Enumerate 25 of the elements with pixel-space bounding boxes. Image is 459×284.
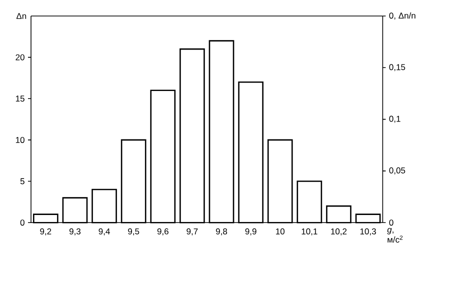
y2-tick-label: 0, xyxy=(389,12,396,20)
y2-axis-title: Δn/n xyxy=(398,12,416,19)
y2-tick-label: 0 xyxy=(389,220,394,226)
y-tick-label: 15 xyxy=(16,96,24,102)
x-tick-label: 10,2 xyxy=(331,228,347,236)
x-tick-label: 9,4 xyxy=(98,228,110,236)
y-tick-label: 0 xyxy=(20,220,24,226)
y2-tick-label: 0,15 xyxy=(389,64,406,72)
x-tick-label: 9,9 xyxy=(245,228,256,236)
x-tick-label: 9,5 xyxy=(128,228,140,236)
x-tick-label: 9,3 xyxy=(69,228,81,236)
y-axis-title: Δn xyxy=(16,13,26,19)
y-tick-label: 10 xyxy=(16,136,24,143)
y-tick-label: 20 xyxy=(16,54,24,60)
x-tick-label: 9,7 xyxy=(186,228,198,236)
x-tick-label: 10,1 xyxy=(302,228,318,236)
y2-tick-label: 0,1 xyxy=(389,116,400,123)
x-tick-label: 9,2 xyxy=(40,228,52,236)
x-tick-label: 10,3 xyxy=(360,228,376,236)
x-axis-title: g, м/с$^{2}$ xyxy=(387,228,403,243)
x-tick-label: 9,6 xyxy=(157,228,168,236)
x-tick-label: 10 xyxy=(276,228,285,234)
x-tick-label: 9,8 xyxy=(216,228,228,236)
y-tick-label: 5 xyxy=(20,178,24,184)
y2-tick-label: 0,05 xyxy=(389,167,406,174)
